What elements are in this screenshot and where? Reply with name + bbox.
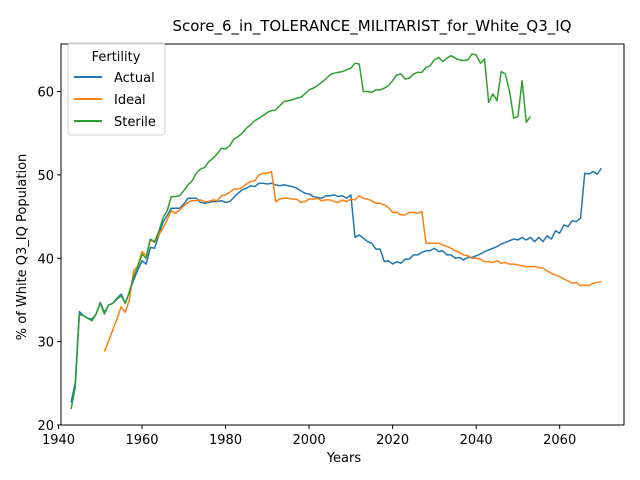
legend-entry-actual: Actual <box>74 71 155 86</box>
y-axis: 20 30 40 50 60 <box>37 86 61 434</box>
y-tick-label: 20 <box>37 419 54 434</box>
x-tick-label: 2000 <box>293 433 326 448</box>
x-tick-label: 2040 <box>460 433 493 448</box>
legend-label-ideal: Ideal <box>114 93 146 108</box>
x-tick-label: 1980 <box>209 433 242 448</box>
series-layer <box>70 53 603 410</box>
x-axis-label: Years <box>326 451 362 466</box>
x-tick-label: 2060 <box>543 433 576 448</box>
x-axis: 1940 1960 1980 2000 2020 2040 2060 <box>42 425 576 448</box>
y-tick-label: 50 <box>37 169 54 184</box>
legend-label-actual: Actual <box>114 71 155 86</box>
y-axis-label: % of White Q3_IQ Population <box>15 154 30 341</box>
y-tick-label: 60 <box>37 86 54 101</box>
x-tick-label: 2020 <box>376 433 409 448</box>
legend-title: Fertility <box>92 50 141 65</box>
y-tick-label: 40 <box>37 252 54 267</box>
legend-entry-ideal: Ideal <box>74 93 146 108</box>
series-line-ideal <box>103 170 602 352</box>
chart-title: Score_6_in_TOLERANCE_MILITARIST_for_Whit… <box>172 17 571 36</box>
legend-label-sterile: Sterile <box>114 115 156 130</box>
x-tick-label: 1940 <box>42 433 75 448</box>
x-tick-label: 1960 <box>125 433 158 448</box>
series-line-sterile <box>70 53 532 410</box>
legend-box <box>67 42 166 136</box>
axes-frame <box>60 43 625 426</box>
y-tick-label: 30 <box>37 336 54 351</box>
legend: Fertility Actual Ideal Sterile <box>67 42 166 136</box>
legend-entry-sterile: Sterile <box>74 115 156 130</box>
